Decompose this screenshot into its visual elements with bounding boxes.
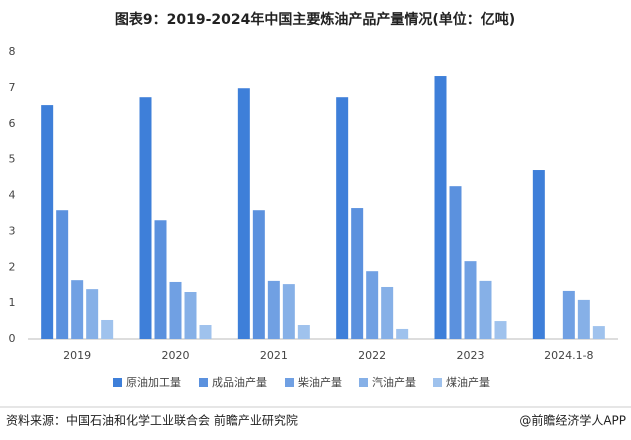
bar xyxy=(199,325,212,339)
bar xyxy=(464,261,477,339)
x-tick-label: 2021 xyxy=(260,349,288,362)
bar xyxy=(154,220,167,339)
bar xyxy=(184,292,197,339)
legend-label: 原油加工量 xyxy=(126,375,181,389)
legend-swatch xyxy=(359,378,368,387)
source: 资料来源：中国石油和化学工业联合会 前瞻产业研究院 xyxy=(6,413,298,428)
bar xyxy=(577,299,590,339)
x-tick-label: 2023 xyxy=(457,349,485,362)
bar xyxy=(237,88,250,339)
bar xyxy=(494,321,507,339)
y-tick-label: 8 xyxy=(9,45,16,58)
legend-swatch xyxy=(285,378,294,387)
y-tick-label: 0 xyxy=(9,332,16,345)
bar xyxy=(366,271,379,339)
legend-swatch xyxy=(199,378,208,387)
bar xyxy=(479,280,492,339)
bar xyxy=(592,326,605,339)
bar xyxy=(396,328,409,339)
bar xyxy=(86,289,99,339)
legend-label: 汽油产量 xyxy=(372,375,416,389)
bar xyxy=(351,208,364,339)
y-tick-label: 6 xyxy=(9,117,16,130)
bar xyxy=(297,325,310,339)
bar xyxy=(532,170,545,339)
x-tick-label: 2020 xyxy=(162,349,190,362)
bar xyxy=(169,281,182,339)
bar xyxy=(434,76,447,339)
y-tick-label: 3 xyxy=(9,224,16,237)
y-tick-label: 7 xyxy=(9,81,16,94)
chart-title: 图表9：2019-2024年中国主要炼油产品产量情况(单位：亿吨) xyxy=(115,11,515,28)
credit: @前瞻经济学人APP xyxy=(519,413,626,428)
bar xyxy=(267,280,280,339)
legend-swatch xyxy=(113,378,122,387)
y-tick-label: 1 xyxy=(9,296,16,309)
bar xyxy=(71,280,84,339)
bar xyxy=(336,97,349,339)
bar xyxy=(562,290,575,339)
x-tick-label: 2022 xyxy=(358,349,386,362)
y-tick-label: 4 xyxy=(9,189,16,202)
bar xyxy=(56,210,69,339)
x-tick-label: 2024.1-8 xyxy=(544,349,593,362)
y-tick-label: 5 xyxy=(9,153,16,166)
bar xyxy=(41,105,54,339)
x-tick-label: 2019 xyxy=(63,349,91,362)
bar xyxy=(139,97,152,339)
bar xyxy=(381,286,394,339)
bar xyxy=(449,186,462,339)
legend-label: 柴油产量 xyxy=(298,375,342,389)
bar xyxy=(101,319,114,339)
legend-label: 煤油产量 xyxy=(446,375,490,389)
bar xyxy=(282,284,295,339)
y-tick-label: 2 xyxy=(9,260,16,273)
bar xyxy=(252,210,265,339)
legend-label: 成品油产量 xyxy=(212,375,267,389)
legend-swatch xyxy=(433,378,442,387)
